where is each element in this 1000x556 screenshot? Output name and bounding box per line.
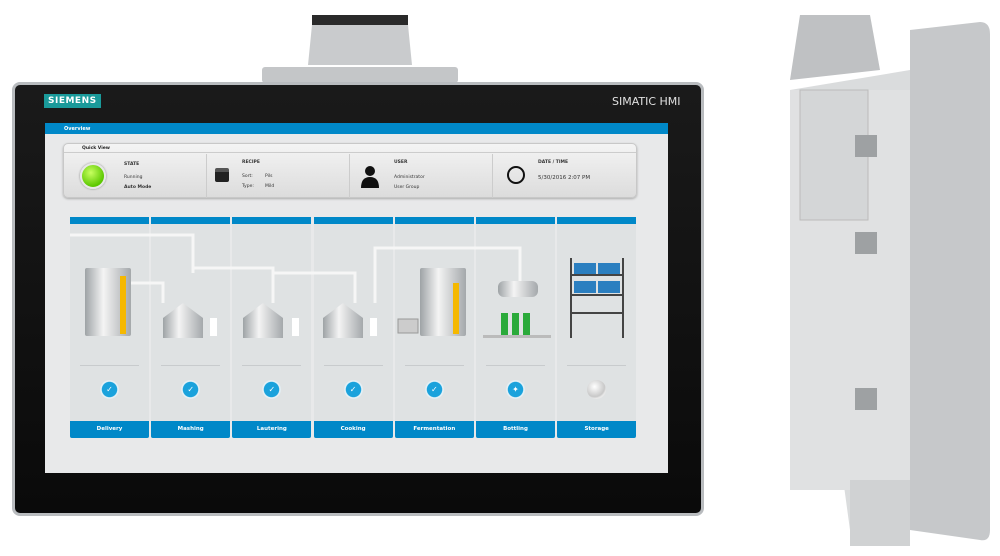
recipe-section[interactable]: RECIPE Sort: Pils Type: Mild xyxy=(207,154,350,198)
check-icon: ✓ xyxy=(424,380,444,399)
user-icon xyxy=(361,166,379,188)
tile-header-strip xyxy=(70,217,149,224)
stage-tile-cooking[interactable]: ✓ Cooking xyxy=(313,217,393,438)
divider xyxy=(323,365,383,366)
divider xyxy=(161,365,221,366)
state-label: STATE xyxy=(124,162,140,167)
tile-header-strip xyxy=(394,217,474,224)
state-value: Running xyxy=(124,175,143,180)
stage-button[interactable]: Cooking xyxy=(313,421,393,438)
stage-button[interactable]: Bottling xyxy=(476,421,555,438)
tile-header-strip xyxy=(557,217,637,224)
stage-tile-storage[interactable]: Storage xyxy=(557,217,637,438)
stage-tile-lautering[interactable]: ✓ Lautering xyxy=(232,217,312,438)
check-icon: ✓ xyxy=(181,380,201,399)
recipe-type-label: Type: xyxy=(242,184,254,189)
state-section[interactable]: STATE Running Auto Mode xyxy=(64,154,207,198)
stage-tile-mashing[interactable]: ✓ Mashing xyxy=(151,217,231,438)
tile-header-strip xyxy=(476,217,555,224)
progress-icon: ✦ xyxy=(506,380,525,399)
stage-button[interactable]: Delivery xyxy=(70,421,149,438)
user-name: Administrator xyxy=(394,175,425,180)
state-mode: Auto Mode xyxy=(124,185,152,190)
stage-tile-delivery[interactable]: ✓ Delivery xyxy=(70,217,149,438)
recipe-label: RECIPE xyxy=(242,160,260,165)
clock-icon xyxy=(507,166,525,184)
datetime-section: DATE / TIME 5/30/2016 2:07 PM xyxy=(493,154,638,198)
divider xyxy=(486,365,545,366)
mounting-bracket xyxy=(262,15,458,83)
user-group: User Group xyxy=(394,185,420,190)
user-section[interactable]: USER Administrator User Group xyxy=(350,154,493,198)
stage-button[interactable]: Mashing xyxy=(151,421,231,438)
recipe-box-icon xyxy=(215,168,229,182)
recipe-sort-label: Sort: xyxy=(242,174,253,179)
check-icon: ✓ xyxy=(343,380,363,399)
stage-tile-fermentation[interactable]: ✓ Fermentation xyxy=(394,217,474,438)
hmi-screen: Overview Quick View STATE Running Auto M… xyxy=(45,123,668,473)
recipe-type-value: Mild xyxy=(265,184,275,189)
quick-view-title: Quick View xyxy=(64,144,636,153)
datetime-label: DATE / TIME xyxy=(538,160,569,165)
recipe-sort-value: Pils xyxy=(265,174,273,179)
state-lamp-icon xyxy=(80,163,106,189)
datetime-value: 5/30/2016 2:07 PM xyxy=(538,175,591,181)
overview-bar[interactable]: Overview xyxy=(45,123,668,134)
divider xyxy=(80,365,139,366)
stage-button[interactable]: Lautering xyxy=(232,421,312,438)
tile-header-strip xyxy=(151,217,231,224)
stage-tile-bottling[interactable]: ✦ Bottling xyxy=(476,217,555,438)
user-label: USER xyxy=(394,160,408,165)
idle-status-icon xyxy=(587,380,607,399)
panel-side-view xyxy=(790,15,990,546)
stage-button[interactable]: Storage xyxy=(557,421,637,438)
check-icon: ✓ xyxy=(262,380,282,399)
tile-header-strip xyxy=(313,217,393,224)
quick-view-panel: Quick View STATE Running Auto Mode RECIP… xyxy=(63,143,637,198)
divider xyxy=(567,365,627,366)
stage-button[interactable]: Fermentation xyxy=(394,421,474,438)
tile-header-strip xyxy=(232,217,312,224)
divider xyxy=(242,365,302,366)
brand-label: SIMATIC HMI xyxy=(612,95,681,108)
divider xyxy=(404,365,464,366)
check-icon: ✓ xyxy=(100,380,119,399)
siemens-logo: SIEMENS xyxy=(44,94,101,108)
